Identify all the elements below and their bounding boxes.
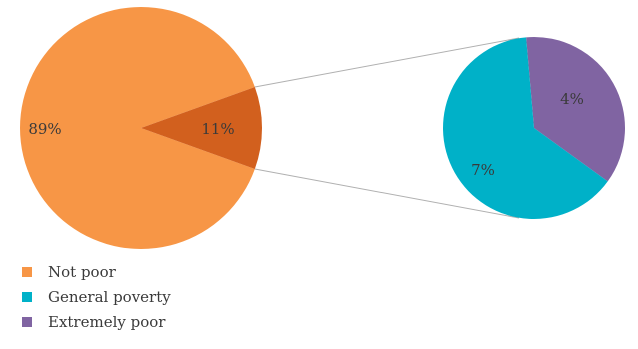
main-slice-label-not_poor: 89%: [28, 120, 61, 138]
main-slice-poor: [141, 87, 263, 169]
main-slice-not_poor: [20, 6, 255, 250]
connector-line-top: [254, 37, 520, 88]
secondary-slice-label-extremely_poor: 4%: [560, 90, 584, 108]
connector-lines: [254, 37, 520, 219]
main-slice-label-poor: 11%: [201, 120, 234, 138]
secondary-slice-label-general_poverty: 7%: [471, 161, 495, 179]
legend-swatch-general_poverty: [22, 292, 32, 302]
legend-label-general_poverty: General poverty: [48, 288, 171, 306]
secondary-slice-general_poverty: [443, 37, 608, 220]
connector-line-bottom: [254, 168, 520, 219]
secondary-pie: 4% 7%: [443, 37, 626, 220]
legend-swatch-not_poor: [22, 267, 32, 277]
secondary-slice-extremely_poor: [526, 37, 626, 182]
legend-label-not_poor: Not poor: [48, 263, 117, 281]
legend-swatch-extremely_poor: [22, 317, 32, 327]
legend: Not poor General poverty Extremely poor: [22, 263, 171, 331]
main-pie: 89% 11%: [20, 6, 263, 250]
legend-label-extremely_poor: Extremely poor: [48, 313, 166, 331]
